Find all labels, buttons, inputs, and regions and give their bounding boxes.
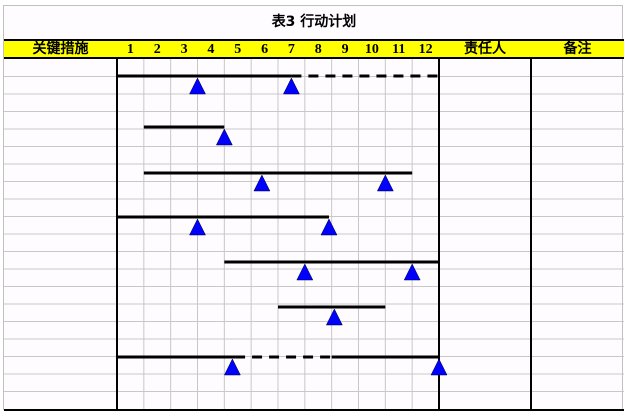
milestone-triangle-icon xyxy=(430,358,448,376)
milestone-triangle-icon xyxy=(253,174,271,192)
milestone-triangle-icon xyxy=(223,358,241,376)
milestone-triangle-icon xyxy=(283,77,300,95)
header-month: 4 xyxy=(207,42,215,57)
header-month: 11 xyxy=(392,42,406,57)
milestone-triangle-icon xyxy=(376,174,394,192)
header-month: 1 xyxy=(126,42,134,57)
header-month: 6 xyxy=(261,42,269,57)
header-row: 关键措施 1 2 3 4 5 6 7 8 9 10 11 12 责任人 备注 xyxy=(4,39,624,59)
header-month: 3 xyxy=(180,42,188,57)
header-month: 9 xyxy=(341,42,349,57)
header-month: 12 xyxy=(418,42,433,57)
action-plan-sheet: 表3 行动计划 关键措施 1 2 3 4 5 6 7 8 9 10 11 12 责任人 备注 xyxy=(3,5,624,411)
milestone-triangle-icon xyxy=(215,128,233,146)
table-title: 表3 行动计划 xyxy=(271,14,357,30)
milestone-triangle-icon xyxy=(325,308,343,326)
header-month: 10 xyxy=(364,42,379,57)
header-owner: 责任人 xyxy=(464,42,506,57)
header-month: 8 xyxy=(314,42,322,57)
milestone-triangle-icon xyxy=(320,218,338,236)
milestone-triangle-icon xyxy=(296,263,314,281)
milestone-triangle-icon xyxy=(403,263,421,281)
gantt-grid xyxy=(4,59,624,411)
milestone-triangle-icon xyxy=(189,218,206,236)
header-month: 2 xyxy=(153,42,161,57)
header-month: 7 xyxy=(287,42,295,57)
milestone-triangle-icon xyxy=(189,77,206,95)
header-remarks: 备注 xyxy=(563,42,592,57)
header-month: 5 xyxy=(234,42,242,57)
header-measures: 关键措施 xyxy=(32,42,89,57)
